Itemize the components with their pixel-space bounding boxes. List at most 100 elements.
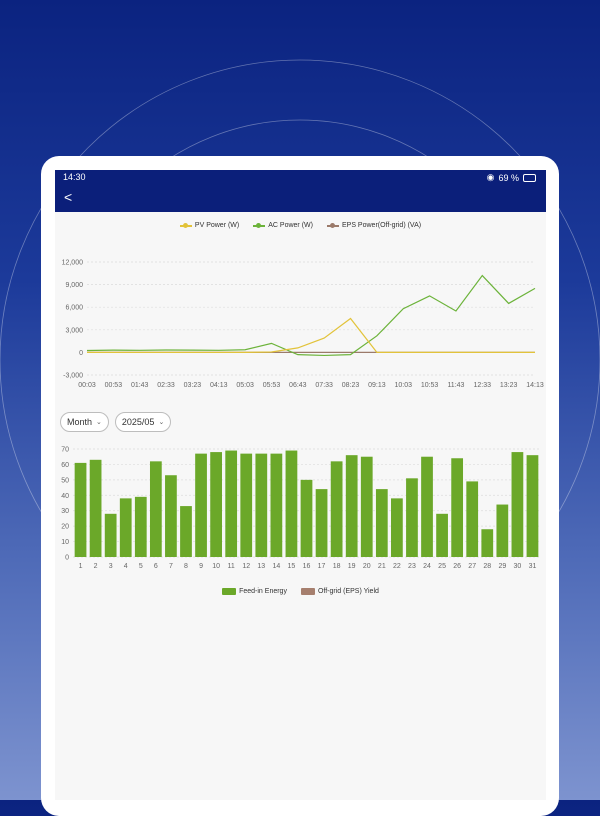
bar[interactable] bbox=[391, 498, 403, 557]
x-tick-label: 16 bbox=[303, 563, 311, 570]
bar[interactable] bbox=[360, 456, 373, 557]
x-tick-label: 03:23 bbox=[184, 382, 202, 389]
legend-ac-power[interactable]: AC Power (W) bbox=[253, 222, 313, 229]
x-tick-label: 07:33 bbox=[315, 382, 333, 389]
bar[interactable] bbox=[285, 450, 298, 557]
status-indicators: ◉ 69 % bbox=[487, 172, 536, 183]
x-tick-label: 8 bbox=[184, 563, 188, 570]
status-time: 14:30 bbox=[63, 172, 86, 182]
legend-pv-power[interactable]: PV Power (W) bbox=[179, 222, 239, 229]
line-chart-legend: PV Power (W) AC Power (W) EPS Power(Off-… bbox=[55, 222, 546, 229]
x-tick-label: 12:33 bbox=[474, 382, 492, 389]
bar[interactable] bbox=[375, 489, 388, 557]
period-select[interactable]: Month ⌄ bbox=[60, 412, 109, 432]
y-tick-label: 40 bbox=[61, 493, 69, 500]
bar[interactable] bbox=[180, 506, 192, 557]
x-tick-label: 21 bbox=[378, 563, 386, 570]
legend-feed-in-label: Feed-in Energy bbox=[239, 588, 287, 595]
bar[interactable] bbox=[149, 461, 162, 557]
bar[interactable] bbox=[195, 453, 207, 557]
bar-chart-legend: Feed-in Energy Off-grid (EPS) Yield bbox=[55, 588, 546, 595]
x-tick-label: 20 bbox=[363, 563, 371, 570]
battery-level: 69 % bbox=[498, 172, 519, 183]
chevron-down-icon: ⌄ bbox=[158, 419, 165, 426]
legend-ac-swatch bbox=[253, 222, 266, 228]
x-tick-label: 00:03 bbox=[78, 382, 96, 389]
legend-off-grid[interactable]: Off-grid (EPS) Yield bbox=[300, 588, 379, 595]
legend-ac-label: AC Power (W) bbox=[268, 222, 313, 229]
date-select[interactable]: 2025/05 ⌄ bbox=[114, 412, 172, 432]
x-tick-label: 4 bbox=[124, 563, 128, 570]
bar[interactable] bbox=[165, 475, 177, 557]
x-tick-label: 1 bbox=[79, 563, 83, 570]
x-tick-label: 04:13 bbox=[210, 382, 228, 389]
x-tick-label: 14:13 bbox=[526, 382, 544, 389]
bar[interactable] bbox=[406, 478, 418, 557]
x-tick-label: 00:53 bbox=[105, 382, 123, 389]
x-tick-label: 31 bbox=[529, 563, 537, 570]
bar[interactable] bbox=[315, 489, 328, 557]
x-tick-label: 09:13 bbox=[368, 382, 386, 389]
bar[interactable] bbox=[210, 452, 222, 557]
bar[interactable] bbox=[270, 453, 283, 557]
x-tick-label: 08:23 bbox=[342, 382, 360, 389]
app-screen: 14:30 ◉ 69 % < PV Power (W) AC Power (W)… bbox=[55, 170, 546, 800]
legend-pv-swatch bbox=[179, 222, 192, 228]
bar[interactable] bbox=[451, 458, 464, 557]
y-tick-label: 30 bbox=[61, 508, 69, 515]
y-tick-label: 9,000 bbox=[65, 282, 83, 289]
back-button[interactable]: < bbox=[64, 189, 73, 205]
x-tick-label: 25 bbox=[438, 563, 446, 570]
x-tick-label: 12 bbox=[242, 563, 250, 570]
status-bar: 14:30 ◉ 69 % < bbox=[55, 170, 546, 212]
x-tick-label: 29 bbox=[498, 563, 506, 570]
bar[interactable] bbox=[436, 513, 448, 557]
y-tick-label: 0 bbox=[79, 350, 83, 357]
legend-off-grid-label: Off-grid (EPS) Yield bbox=[317, 588, 379, 595]
bar[interactable] bbox=[104, 513, 117, 557]
bar[interactable] bbox=[119, 498, 132, 557]
y-tick-label: 0 bbox=[65, 555, 69, 562]
x-tick-label: 23 bbox=[408, 563, 416, 570]
x-tick-label: 05:03 bbox=[236, 382, 254, 389]
period-value: Month bbox=[67, 417, 93, 427]
legend-feed-in-swatch bbox=[222, 588, 237, 595]
bar[interactable] bbox=[240, 453, 253, 557]
x-tick-label: 5 bbox=[139, 563, 143, 570]
x-tick-label: 6 bbox=[154, 563, 158, 570]
eye-icon: ◉ bbox=[486, 172, 495, 182]
y-tick-label: 6,000 bbox=[65, 305, 83, 312]
x-tick-label: 11:43 bbox=[447, 382, 464, 389]
bar[interactable] bbox=[134, 496, 147, 557]
bar[interactable] bbox=[345, 455, 358, 557]
x-tick-label: 02:33 bbox=[157, 382, 175, 389]
x-tick-label: 01:43 bbox=[131, 382, 149, 389]
chevron-down-icon: ⌄ bbox=[96, 419, 102, 426]
legend-feed-in[interactable]: Feed-in Energy bbox=[222, 588, 287, 595]
bar[interactable] bbox=[225, 450, 238, 557]
legend-eps-power[interactable]: EPS Power(Off-grid) (VA) bbox=[326, 222, 421, 229]
bar[interactable] bbox=[74, 462, 87, 557]
x-tick-label: 30 bbox=[514, 563, 522, 570]
x-tick-label: 18 bbox=[333, 563, 341, 570]
x-tick-label: 7 bbox=[169, 563, 173, 570]
bar[interactable] bbox=[466, 481, 479, 557]
bar[interactable] bbox=[496, 504, 509, 557]
bar[interactable] bbox=[526, 455, 539, 557]
y-tick-label: 12,000 bbox=[62, 260, 84, 267]
x-tick-label: 17 bbox=[318, 563, 326, 570]
bar[interactable] bbox=[300, 479, 313, 557]
bar[interactable] bbox=[89, 459, 102, 557]
power-line-chart: 12,000 9,000 6,000 3,000 0 -3,000 00:03 00:53 01… bbox=[62, 260, 544, 390]
x-tick-label: 26 bbox=[453, 563, 461, 570]
date-value: 2025/05 bbox=[121, 417, 155, 427]
bar[interactable] bbox=[511, 452, 524, 557]
x-tick-label: 24 bbox=[423, 563, 431, 570]
bar[interactable] bbox=[481, 529, 494, 557]
bar[interactable] bbox=[330, 461, 343, 557]
series-line bbox=[87, 317, 535, 354]
bar[interactable] bbox=[421, 456, 433, 557]
bar[interactable] bbox=[255, 453, 268, 557]
legend-eps-swatch bbox=[326, 222, 339, 228]
